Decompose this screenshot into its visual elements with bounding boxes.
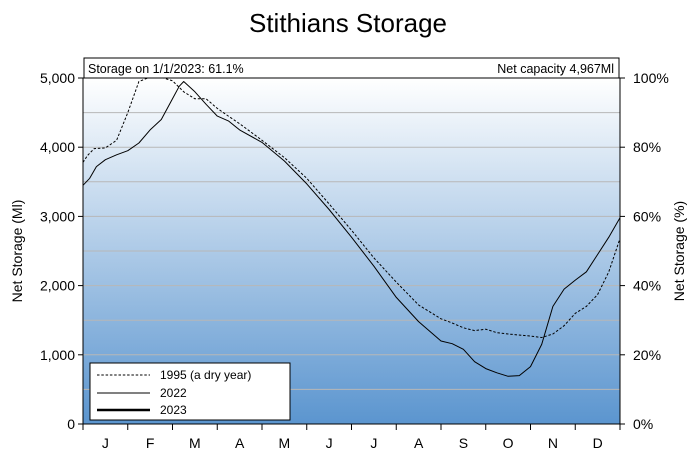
chart-title: Stithians Storage — [248, 8, 447, 38]
y-left-tick-label: 0 — [67, 416, 75, 432]
month-label: S — [459, 435, 468, 451]
y-left-tick-label: 4,000 — [40, 139, 75, 155]
month-label: N — [548, 435, 558, 451]
y-axis-right-label: Net Storage (%) — [671, 201, 687, 301]
left-axis: 0 1,000 2,000 3,000 4,000 5,000 — [40, 70, 83, 432]
month-label: D — [593, 435, 603, 451]
month-label: A — [414, 435, 424, 451]
y-right-tick-label: 80% — [633, 139, 661, 155]
y-left-tick-label: 2,000 — [40, 278, 75, 294]
legend: 1995 (a dry year) 2022 2023 — [89, 362, 291, 421]
gridlines — [83, 112, 620, 390]
series-line-2022 — [82, 81, 621, 377]
month-label: O — [503, 435, 514, 451]
right-axis: 0% 20% 40% 60% 80% 100% — [620, 70, 669, 432]
month-label: J — [326, 435, 333, 451]
y-left-tick-label: 5,000 — [40, 70, 75, 86]
y-right-tick-label: 100% — [633, 70, 669, 86]
legend-label-2022: 2022 — [160, 386, 187, 400]
month-label: F — [146, 435, 155, 451]
month-label: J — [370, 435, 377, 451]
y-left-tick-label: 3,000 — [40, 208, 75, 224]
storage-annotation: Storage on 1/1/2023: 61.1% — [88, 62, 244, 76]
y-right-tick-label: 20% — [633, 347, 661, 363]
month-label: M — [279, 435, 291, 451]
capacity-annotation: Net capacity 4,967Ml — [497, 62, 614, 76]
y-right-tick-label: 40% — [633, 278, 661, 294]
month-label: J — [102, 435, 109, 451]
legend-label-2023: 2023 — [160, 403, 187, 417]
series-layer — [82, 77, 621, 377]
y-right-tick-label: 0% — [633, 416, 653, 432]
y-axis-left-label: Net Storage (Ml) — [9, 200, 25, 303]
y-left-tick-label: 1,000 — [40, 347, 75, 363]
month-label: A — [235, 435, 245, 451]
month-label: M — [189, 435, 201, 451]
annotation-bar — [83, 57, 620, 79]
y-right-tick-label: 60% — [633, 208, 661, 224]
legend-label-1995: 1995 (a dry year) — [160, 368, 251, 382]
